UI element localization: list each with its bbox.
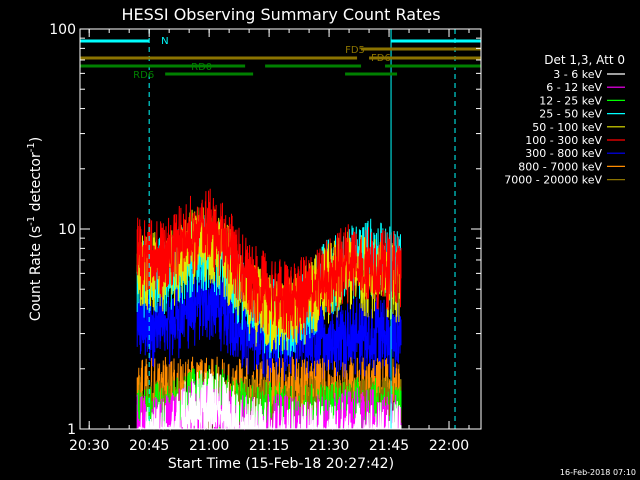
flag-label-rd6: RD6: [133, 70, 154, 81]
legend-label-1: 6 - 12 keV: [546, 81, 602, 94]
legend-header: Det 1,3, Att 0: [544, 53, 625, 67]
legend-label-6: 300 - 800 keV: [525, 147, 602, 160]
y-axis-label-sup2: -1: [26, 142, 37, 152]
legend-label-5: 100 - 300 keV: [525, 134, 602, 147]
legend-label-8: 7000 - 20000 keV: [504, 174, 602, 187]
x-tick-label-4: 21:30: [309, 438, 349, 454]
y-axis: 1 10 100: [49, 22, 481, 438]
x-tick-label-1: 20:45: [129, 438, 169, 454]
x-axis-label: Start Time (15-Feb-18 20:27:42): [168, 456, 394, 472]
flag-label-fd5: FD5: [345, 45, 365, 56]
flag-label-rd0: RD0: [191, 62, 212, 73]
y-axis-label: Count Rate (s-1 detector-1): [26, 137, 44, 321]
y-tick-label-0: 1: [67, 422, 76, 438]
x-tick-label-2: 21:00: [189, 438, 229, 454]
x-tick-label-6: 22:00: [429, 438, 469, 454]
y-tick-label-2: 100: [49, 22, 76, 38]
x-tick-label-3: 21:15: [249, 438, 289, 454]
chart-title: HESSI Observing Summary Count Rates: [121, 5, 440, 24]
x-axis: 20:30 20:45 21:00 21:15 21:30 21:45 22:00: [69, 29, 470, 454]
y-axis-label-sup1: -1: [26, 216, 37, 226]
legend-label-0: 3 - 6 keV: [553, 68, 602, 81]
legend-label-4: 50 - 100 keV: [532, 121, 602, 134]
y-axis-label-end: ): [28, 137, 44, 142]
y-axis-label-main: Count Rate (s: [28, 226, 44, 321]
legend-label-7: 800 - 7000 keV: [518, 160, 602, 173]
footer-timestamp: 16-Feb-2018 07:10: [560, 468, 636, 477]
legend-label-2: 12 - 25 keV: [539, 94, 602, 107]
flag-label-fd6: FD6: [371, 53, 391, 64]
flag-bars: N FD5 FD6 RD0 RD6: [80, 36, 481, 81]
y-axis-label-mid: detector: [28, 152, 44, 216]
x-tick-label-5: 21:45: [369, 438, 409, 454]
y-tick-label-1: 10: [58, 222, 76, 238]
legend-label-3: 25 - 50 keV: [539, 108, 602, 121]
x-tick-label-0: 20:30: [69, 438, 109, 454]
series-layer: [136, 188, 402, 431]
series-100-300-kev: [136, 188, 402, 339]
flag-label-n: N: [161, 36, 168, 47]
